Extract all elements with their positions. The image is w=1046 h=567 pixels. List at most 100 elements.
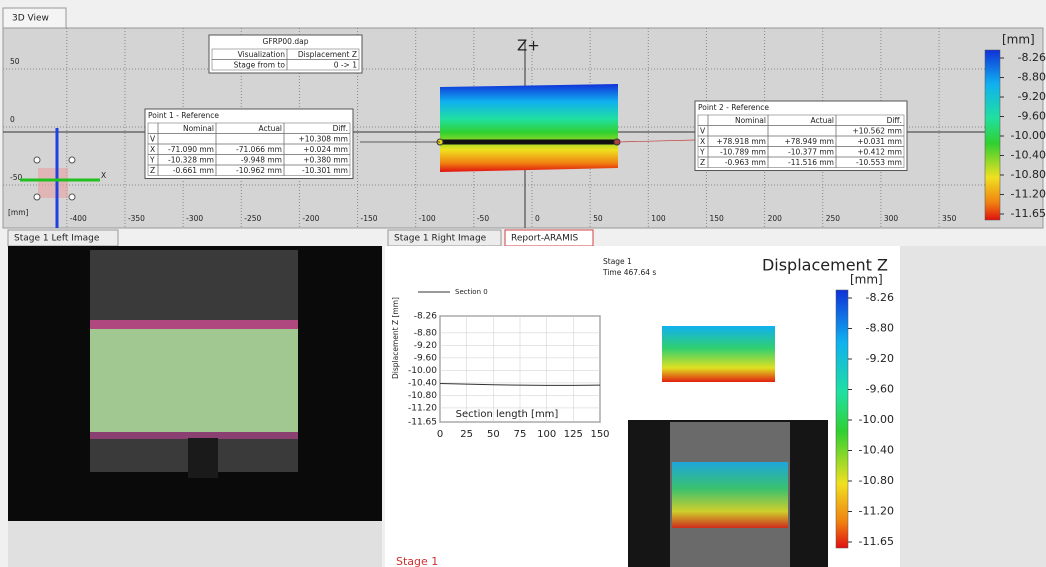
footer-stage: Stage 1 [396, 555, 438, 567]
y-tick-label: -9.60 [414, 353, 438, 363]
triad-handle[interactable] [69, 157, 75, 163]
colorbar-label: -10.40 [1011, 149, 1046, 162]
cell-text: Diff. [887, 116, 902, 125]
x-tick-label: -250 [244, 214, 261, 223]
cell-text: Y [149, 155, 155, 164]
x-tick-label: -200 [302, 214, 319, 223]
colorbar-label: -8.80 [866, 322, 894, 335]
x-tick-label: 50 [487, 429, 500, 440]
time-label: Time 467.64 s [602, 268, 656, 277]
cell-text: Visualization [238, 50, 286, 59]
mask-edge [90, 320, 298, 329]
triad-handle[interactable] [34, 157, 40, 163]
colorbar-unit: [mm] [850, 273, 883, 287]
cell-text: Stage from to [234, 60, 286, 69]
cell-text: -10.553 mm [856, 158, 902, 167]
x-tick-label: 75 [514, 429, 527, 440]
tab-label[interactable]: Stage 1 Left Image [14, 234, 100, 244]
stage-label: Stage 1 [603, 257, 632, 266]
cell-text: +10.308 mm [298, 134, 348, 143]
y-tick-label: -11.65 [408, 418, 437, 428]
x-tick-label: 150 [590, 429, 609, 440]
y-tick-label: 0 [10, 115, 15, 124]
cell-text: -0.963 mm [725, 158, 766, 167]
mask-edge [90, 432, 298, 439]
colorbar-label: -9.20 [866, 352, 894, 365]
x-tick-label: 125 [564, 429, 583, 440]
cell-text: +0.031 mm [857, 137, 902, 146]
table-title: GFRP00.dap [263, 37, 309, 46]
cell-text: X [150, 145, 155, 154]
colorbar-label: -10.00 [859, 413, 894, 426]
tab-label[interactable]: 3D View [12, 14, 49, 24]
x-tick-label: -400 [70, 214, 87, 223]
clamp [188, 438, 218, 478]
x-tick-label: -300 [186, 214, 203, 223]
triad-handle[interactable] [69, 194, 75, 200]
cell-text: Diff. [333, 124, 348, 133]
cell-text: -10.328 mm [168, 155, 214, 164]
y-tick-label: -9.20 [414, 341, 438, 351]
x-tick-label: -150 [361, 214, 378, 223]
table-title: Point 1 - Reference [148, 111, 219, 120]
specimen-3d [440, 84, 618, 172]
colorbar-label: -10.80 [859, 474, 894, 487]
colorbar-label: -9.60 [866, 383, 894, 396]
tab-label[interactable]: Stage 1 Right Image [394, 234, 487, 244]
z-label: Z+ [517, 37, 540, 55]
x-tick-label: 0 [535, 214, 540, 223]
cell-text: -11.516 mm [788, 158, 834, 167]
colorbar-label: -9.20 [1018, 90, 1046, 103]
cell-text: Nominal [735, 116, 766, 125]
x-tick-label: 250 [826, 214, 841, 223]
cell-text: +78.918 mm [716, 137, 766, 146]
table-title: Point 2 - Reference [698, 103, 769, 112]
colorbar-label: -9.60 [1018, 110, 1046, 123]
x-tick-label: 0 [437, 429, 443, 440]
cell-text: Z [150, 166, 155, 175]
colorbar-label: -10.80 [1011, 168, 1046, 181]
colorbar-label: -8.26 [1018, 51, 1046, 64]
cell-text: -10.962 mm [236, 166, 282, 175]
y-tick-label: -8.26 [414, 312, 438, 322]
x-tick-label: 150 [709, 214, 724, 223]
x-tick-label: -350 [128, 214, 145, 223]
y-tick-label: -8.80 [414, 328, 438, 338]
x-tick-label: 25 [460, 429, 473, 440]
triad-label: X [101, 171, 106, 180]
cell-text: X [700, 137, 705, 146]
report-photo-overlay [672, 462, 788, 528]
y-tick-label: -11.20 [408, 403, 437, 413]
tab-label[interactable]: Report-ARAMIS [511, 234, 579, 244]
colorbar-label: -10.00 [1011, 129, 1046, 142]
colorbar [985, 50, 1000, 220]
x-tick-label: -100 [419, 214, 436, 223]
colorbar-label: -11.65 [1011, 207, 1046, 220]
y-axis-label: Displacement Z [mm] [391, 297, 400, 379]
report-specimen [662, 326, 775, 382]
colorbar-label: -8.26 [866, 291, 894, 304]
cell-text: -0.661 mm [173, 166, 214, 175]
y-tick-label: -10.80 [408, 391, 437, 401]
right-empty [900, 246, 1046, 567]
colorbar-label: -8.80 [1018, 71, 1046, 84]
cell-text: -10.789 mm [720, 147, 766, 156]
colorbar-label: -11.20 [1011, 188, 1046, 201]
triad-handle[interactable] [34, 194, 40, 200]
x-tick-label: 50 [593, 214, 603, 223]
cell-text: -71.090 mm [168, 145, 214, 154]
triad-plane [38, 168, 68, 198]
unit-label: [mm] [8, 208, 29, 217]
x-axis-label: Section length [mm] [456, 409, 559, 420]
cell-text: 0 -> 1 [334, 60, 358, 69]
x-tick-label: 200 [768, 214, 783, 223]
legend-label: Section 0 [455, 288, 488, 296]
cell-text: +10.562 mm [852, 126, 902, 135]
colorbar-label: -11.20 [859, 505, 894, 518]
colorbar-unit: [mm] [1002, 33, 1035, 47]
cell-text: Actual [259, 124, 283, 133]
cell-text: +0.024 mm [303, 145, 348, 154]
cell-text: -10.377 mm [788, 147, 834, 156]
y-tick-label: 50 [10, 57, 20, 66]
cell-text: Actual [811, 116, 835, 125]
